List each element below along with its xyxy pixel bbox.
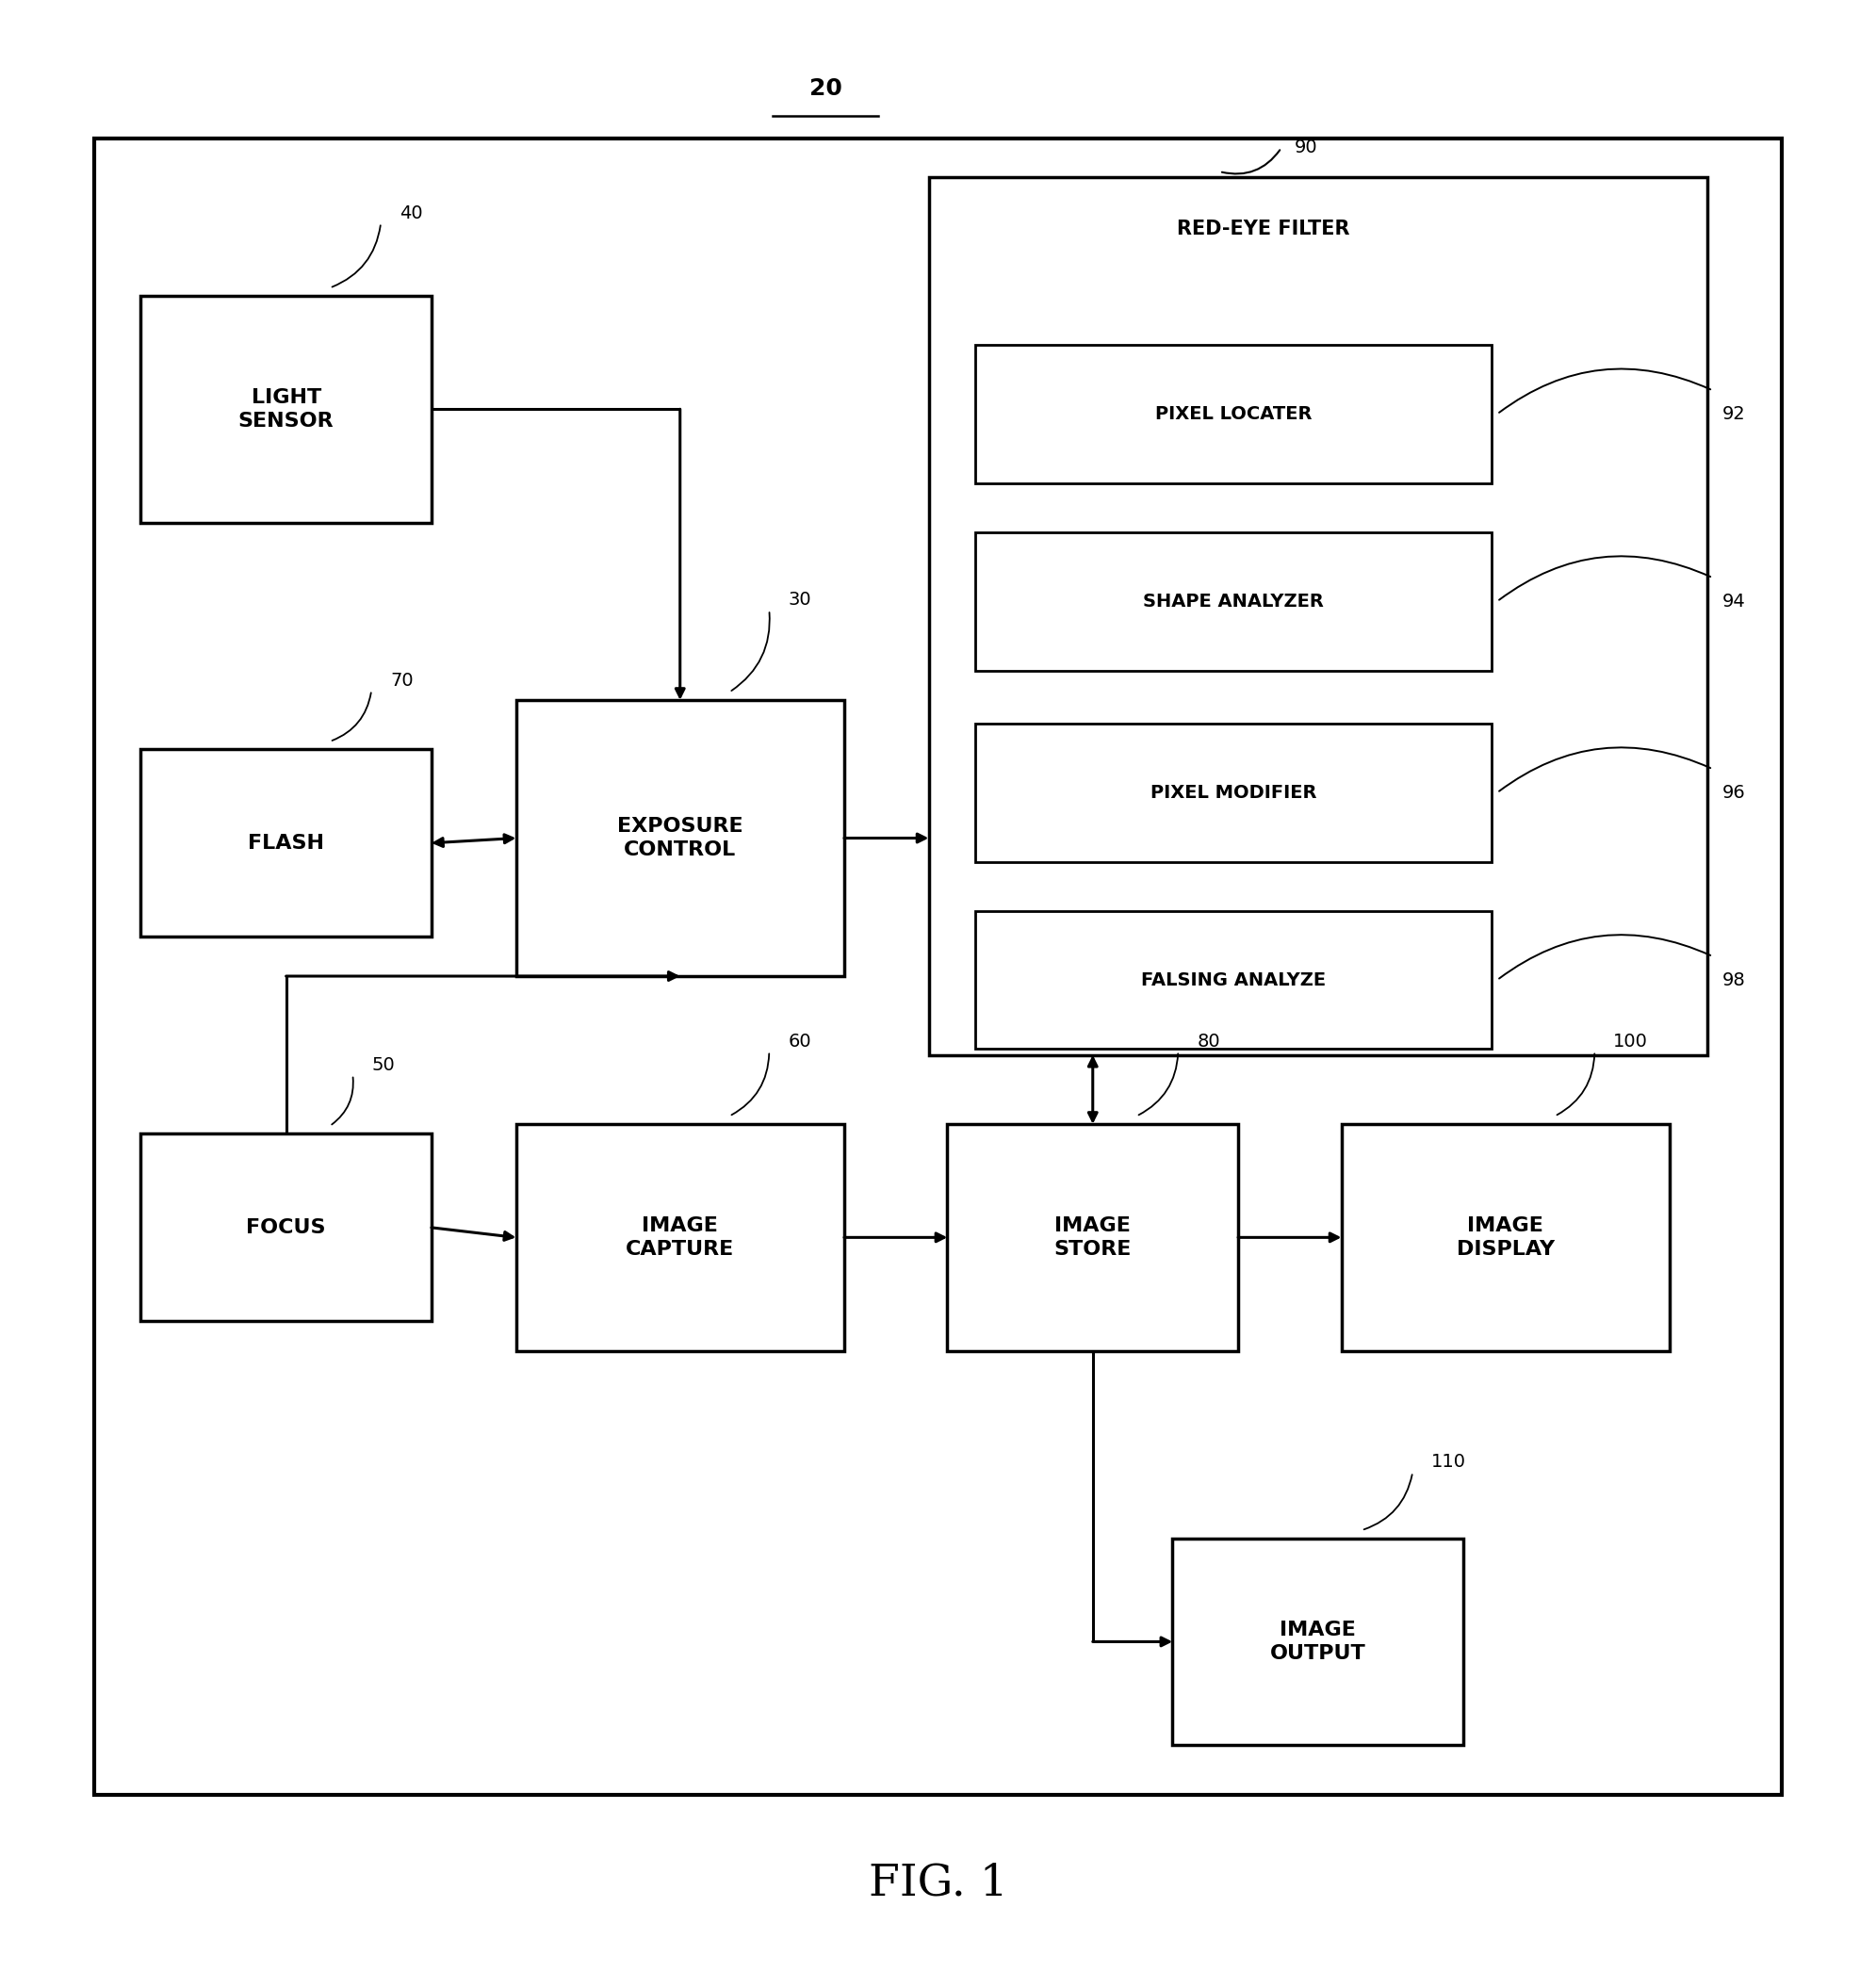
Text: FLASH: FLASH — [248, 834, 325, 852]
Bar — [1341, 1124, 1670, 1351]
Text: LIGHT
SENSOR: LIGHT SENSOR — [238, 388, 334, 430]
Text: 98: 98 — [1722, 970, 1745, 990]
Bar — [976, 724, 1491, 862]
Text: 80: 80 — [1197, 1031, 1219, 1051]
Text: 94: 94 — [1722, 592, 1745, 611]
Bar — [516, 1124, 844, 1351]
Text: PIXEL LOCATER: PIXEL LOCATER — [1156, 404, 1311, 424]
Text: 70: 70 — [390, 670, 413, 690]
Text: FOCUS: FOCUS — [246, 1219, 326, 1236]
Text: IMAGE
OUTPUT: IMAGE OUTPUT — [1270, 1621, 1366, 1662]
Text: 92: 92 — [1722, 404, 1745, 424]
Text: 96: 96 — [1722, 783, 1745, 803]
Bar — [516, 700, 844, 976]
Bar — [94, 138, 1782, 1795]
Text: IMAGE
DISPLAY: IMAGE DISPLAY — [1456, 1217, 1555, 1258]
Text: RED-EYE FILTER: RED-EYE FILTER — [1176, 219, 1351, 239]
Bar — [976, 532, 1491, 670]
Bar — [929, 177, 1707, 1055]
Text: 20: 20 — [809, 77, 842, 101]
Text: IMAGE
STORE: IMAGE STORE — [1054, 1217, 1131, 1258]
Text: 90: 90 — [1294, 138, 1317, 158]
Text: 50: 50 — [371, 1055, 394, 1075]
Text: 40: 40 — [400, 203, 422, 223]
Bar — [976, 911, 1491, 1049]
Text: FIG. 1: FIG. 1 — [869, 1862, 1007, 1905]
Text: FALSING ANALYZE: FALSING ANALYZE — [1141, 970, 1326, 990]
Text: 110: 110 — [1431, 1453, 1467, 1471]
Text: SHAPE ANALYZER: SHAPE ANALYZER — [1142, 592, 1324, 611]
Bar — [141, 749, 431, 937]
Bar — [1172, 1538, 1463, 1745]
Text: EXPOSURE
CONTROL: EXPOSURE CONTROL — [617, 816, 743, 860]
Text: 60: 60 — [788, 1031, 810, 1051]
Bar — [976, 345, 1491, 483]
Text: PIXEL MODIFIER: PIXEL MODIFIER — [1150, 783, 1317, 803]
Bar — [947, 1124, 1238, 1351]
Bar — [141, 296, 431, 523]
Bar — [141, 1134, 431, 1321]
Text: 100: 100 — [1613, 1031, 1649, 1051]
Text: 30: 30 — [788, 592, 810, 609]
Text: IMAGE
CAPTURE: IMAGE CAPTURE — [627, 1217, 734, 1258]
